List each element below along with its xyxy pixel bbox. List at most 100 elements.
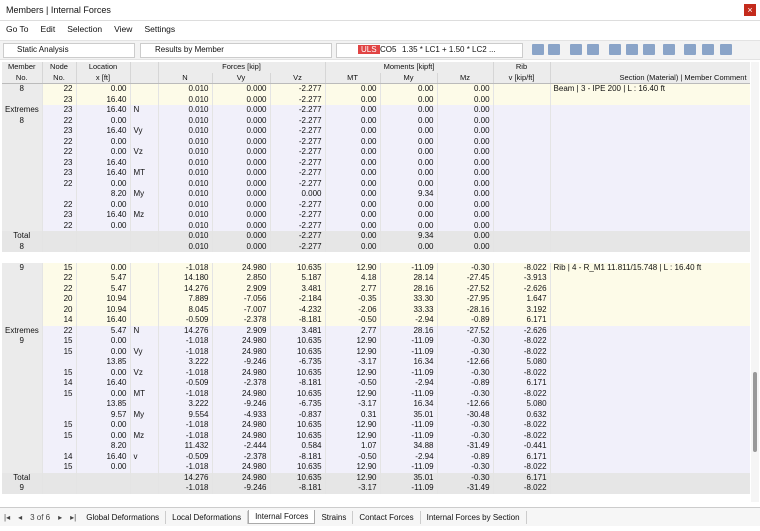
title-bar: Members | Internal Forces × <box>0 0 760 21</box>
tool-icon[interactable] <box>532 44 544 55</box>
cell: 0.010 <box>158 136 213 147</box>
cell: 10.94 <box>76 304 131 315</box>
extreme-row[interactable]: 15 0.00 Vz -1.018 24.980 10.635 12.90 -11.09 -0.… <box>2 367 750 378</box>
extreme-row[interactable]: 13.85 3.222 -9.246 -6.735 -3.17 16.34 -12.66 5.… <box>2 357 750 368</box>
results-select[interactable] <box>140 43 332 58</box>
extreme-row[interactable]: 9.57 My 9.554 -4.933 -0.837 0.31 35.01 -30.48 0.… <box>2 409 750 420</box>
extreme-row[interactable]: 22 0.00 Vz 0.010 0.000 -2.277 0.00 0.00 0.00 <box>2 147 750 158</box>
tool-icon[interactable] <box>626 44 638 55</box>
tool-icon[interactable] <box>663 44 675 55</box>
cell: 5.47 <box>76 273 131 284</box>
cell: -1.018 <box>158 462 213 473</box>
cell <box>130 231 159 242</box>
tab[interactable]: Internal Forces <box>248 510 316 524</box>
extreme-row[interactable]: Extremes 22 5.47 N 14.276 2.909 3.481 2.77 28.16… <box>2 325 750 336</box>
extreme-row[interactable]: 15 0.00 Mz -1.018 24.980 10.635 12.90 -11.09 -0.… <box>2 430 750 441</box>
menu-item[interactable]: Go To <box>6 24 29 34</box>
member-row[interactable]: 22 5.47 14.180 2.850 5.187 4.18 28.14 -27.45 -3.… <box>2 273 750 284</box>
first-page[interactable]: |◂ <box>4 512 11 522</box>
extreme-row[interactable]: 22 0.00 0.010 0.000 -2.277 0.00 0.00 0.00 <box>2 178 750 189</box>
cell: 15 <box>42 420 77 431</box>
cell: 10.635 <box>270 262 326 273</box>
total-row[interactable]: 9 -1.018 -9.246 -8.181 -3.17 -11.09 -31.49 -8.0… <box>2 483 750 494</box>
tool-icon[interactable] <box>684 44 696 55</box>
extreme-row[interactable]: 8.20 My 0.010 0.000 0.000 0.00 9.34 0.00 <box>2 189 750 200</box>
prev-page[interactable]: ◂ <box>18 512 23 522</box>
column-group-header <box>130 62 159 73</box>
extreme-row[interactable]: 15 0.00 Vy -1.018 24.980 10.635 12.90 -11.09 -0.… <box>2 346 750 357</box>
cell <box>2 378 43 389</box>
cell <box>550 189 750 200</box>
close-button[interactable]: × <box>744 4 756 16</box>
cell: -0.30 <box>437 367 494 378</box>
extreme-row[interactable]: 8 22 0.00 0.010 0.000 -2.277 0.00 0.00 0.00 <box>2 115 750 126</box>
extreme-row[interactable]: 22 0.00 0.010 0.000 -2.277 0.00 0.00 0.00 <box>2 199 750 210</box>
cell: 12.90 <box>325 462 381 473</box>
tool-icon[interactable] <box>609 44 621 55</box>
menu-item[interactable]: Edit <box>40 24 56 34</box>
cell: 0.000 <box>212 147 271 158</box>
cell: -11.09 <box>380 430 438 441</box>
scrollbar[interactable] <box>751 62 759 502</box>
combination-select[interactable] <box>336 43 523 58</box>
cell: -0.50 <box>325 451 381 462</box>
total-row[interactable]: Total 0.010 0.000 -2.277 0.00 9.34 0.00 <box>2 231 750 242</box>
cell: -11.09 <box>380 483 438 494</box>
menu-item[interactable]: Selection <box>67 24 103 34</box>
column-header: My <box>380 72 438 84</box>
extreme-row[interactable]: 15 0.00 -1.018 24.980 10.635 12.90 -11.09 -0.30… <box>2 462 750 473</box>
member-row[interactable]: 23 16.40 0.010 0.000 -2.277 0.00 0.00 0.00 <box>2 94 750 105</box>
cell: 0.010 <box>158 94 213 105</box>
member-row[interactable]: 9 15 0.00 -1.018 24.980 10.635 12.90 -11.09 -0.3… <box>2 262 750 273</box>
member-row[interactable]: 20 10.94 7.889 -7.056 -2.184 -0.35 33.30 -27.95… <box>2 294 750 305</box>
cell: N <box>130 105 159 116</box>
cell: 0.010 <box>158 241 213 252</box>
extreme-row[interactable]: 23 16.40 0.010 0.000 -2.277 0.00 0.00 0.00 <box>2 157 750 168</box>
scroll-thumb[interactable] <box>753 372 757 452</box>
tool-icon[interactable] <box>548 44 560 55</box>
member-row[interactable]: 22 5.47 14.276 2.909 3.481 2.77 28.16 -27.52 -2.… <box>2 283 750 294</box>
extreme-row[interactable]: 14 16.40 v -0.509 -2.378 -8.181 -0.50 -2.94 -0.8… <box>2 451 750 462</box>
last-page[interactable]: ▸| <box>70 512 77 522</box>
tab[interactable]: Global Deformations <box>80 510 167 524</box>
tab[interactable]: Contact Forces <box>353 510 421 524</box>
menu-item[interactable]: Settings <box>144 24 176 34</box>
tab[interactable]: Strains <box>315 510 354 524</box>
member-row[interactable]: 14 16.40 -0.509 -2.378 -8.181 -0.50 -2.94 -0.89… <box>2 315 750 326</box>
extreme-row[interactable]: 15 0.00 MT -1.018 24.980 10.635 12.90 -11.09 -0.… <box>2 388 750 399</box>
cell: Mz <box>130 430 159 441</box>
tool-icon[interactable] <box>587 44 599 55</box>
extreme-row[interactable]: 9 15 0.00 -1.018 24.980 10.635 12.90 -11.09 -0.3… <box>2 336 750 347</box>
extreme-row[interactable]: 22 0.00 0.010 0.000 -2.277 0.00 0.00 0.00 <box>2 220 750 231</box>
tab[interactable]: Local Deformations <box>166 510 249 524</box>
extreme-row[interactable]: 22 0.00 0.010 0.000 -2.277 0.00 0.00 0.00 <box>2 136 750 147</box>
extreme-row[interactable]: 13.85 3.222 -9.246 -6.735 -3.17 16.34 -12.66 5.… <box>2 399 750 410</box>
cell: 0.00 <box>325 105 381 116</box>
member-row[interactable]: 20 10.94 8.045 -7.007 -4.232 -2.06 33.33 -28.16… <box>2 304 750 315</box>
tab[interactable]: Internal Forces by Section <box>421 510 527 524</box>
menu-item[interactable]: View <box>114 24 133 34</box>
next-page[interactable]: ▸ <box>58 512 63 522</box>
cell: -27.45 <box>437 273 494 284</box>
extreme-row[interactable]: 23 16.40 Mz 0.010 0.000 -2.277 0.00 0.00 0.00 <box>2 210 750 221</box>
cell: 0.010 <box>158 220 213 231</box>
tool-icon[interactable] <box>643 44 655 55</box>
cell <box>550 231 750 242</box>
extreme-row[interactable]: 14 16.40 -0.509 -2.378 -8.181 -0.50 -2.94 -0.89… <box>2 378 750 389</box>
tool-icon[interactable] <box>702 44 714 55</box>
cell <box>493 168 551 179</box>
tool-icon[interactable] <box>570 44 582 55</box>
extreme-row[interactable]: 15 0.00 -1.018 24.980 10.635 12.90 -11.09 -0.30… <box>2 420 750 431</box>
cell: 28.14 <box>380 273 438 284</box>
extreme-row[interactable]: 8.20 11.432 -2.444 0.584 1.07 34.88 -31.49 -0.4… <box>2 441 750 452</box>
extreme-row[interactable]: Extremes 23 16.40 N 0.010 0.000 -2.277 0.00 0.00… <box>2 105 750 116</box>
analysis-select[interactable] <box>3 43 135 58</box>
tool-icon[interactable] <box>720 44 732 55</box>
member-row[interactable]: 8 22 0.00 0.010 0.000 -2.277 0.00 0.00 0.00 Beam … <box>2 83 750 95</box>
extreme-row[interactable]: 23 16.40 Vy 0.010 0.000 -2.277 0.00 0.00 0.00 <box>2 126 750 137</box>
total-row[interactable]: 8 0.010 0.000 -2.277 0.00 0.00 0.00 <box>2 241 750 252</box>
total-row[interactable]: Total 14.276 24.980 10.635 12.90 35.01 -0.30 6.… <box>2 472 750 483</box>
cell <box>550 357 750 368</box>
cell: 0.00 <box>380 220 438 231</box>
extreme-row[interactable]: 23 16.40 MT 0.010 0.000 -2.277 0.00 0.00 0.00 <box>2 168 750 179</box>
